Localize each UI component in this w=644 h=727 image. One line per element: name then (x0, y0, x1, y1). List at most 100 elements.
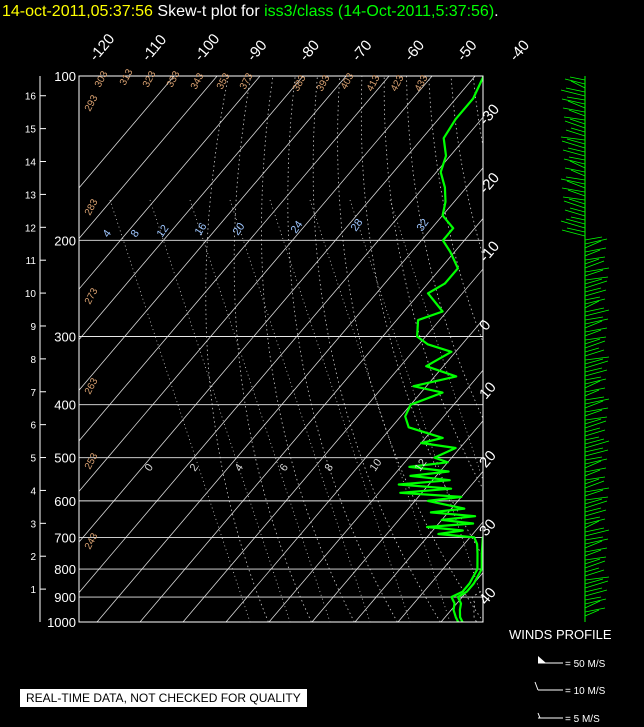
isotherm-line (570, 76, 644, 622)
mixing-ratio-label: 32 (415, 217, 432, 234)
chart-title: 14-oct-2011,05:37:56 Skew-t plot for iss… (2, 2, 499, 22)
pressure-tick-label: 1000 (47, 615, 76, 630)
wind-barb (584, 569, 605, 577)
lower-label: 6 (278, 462, 291, 474)
wind-barb (584, 478, 600, 485)
wind-barb (568, 198, 586, 205)
wind-barb (584, 598, 607, 605)
dry-adiabat-line (629, 76, 644, 622)
isotherm-line (79, 76, 390, 442)
wind-barb (584, 327, 608, 333)
wind-barb (584, 498, 603, 505)
wind-barb (566, 96, 586, 101)
wind-barb (584, 367, 603, 373)
wind-barb (584, 527, 605, 533)
pressure-tick-label: 300 (54, 330, 76, 345)
dry-adiabat-label: 343 (189, 71, 207, 91)
wind-barb (584, 578, 604, 585)
wind-barb (570, 80, 586, 89)
isotherm-top-label: -70 (349, 37, 376, 65)
wind-barb (584, 427, 601, 433)
isotherm-line (96, 167, 483, 622)
wind-barb (584, 587, 603, 593)
wind-barb (566, 180, 586, 189)
legend-full-barb (534, 681, 539, 691)
lower-label: 8 (323, 462, 336, 474)
wind-barb (584, 298, 606, 305)
dry-adiabat-line (607, 76, 644, 622)
wind-barb (584, 258, 600, 265)
wind-barb (584, 538, 609, 545)
wind-barb (584, 429, 606, 437)
wind-barb (584, 360, 609, 369)
wind-barb (584, 540, 603, 549)
wind-barb (565, 129, 586, 137)
title-prefix: Skew-t plot for (157, 3, 260, 20)
isotherm-right-label: -20 (476, 170, 503, 198)
wind-barb (564, 120, 586, 129)
wind-barb (560, 220, 586, 229)
isotherm-line (225, 319, 483, 622)
wind-barb (569, 160, 586, 169)
dry-adiabat-line (585, 76, 644, 622)
wind-barb (584, 296, 601, 301)
dry-adiabat-line (472, 76, 483, 149)
wind-barb (567, 100, 586, 109)
wind-barb (562, 196, 586, 201)
dry-adiabat-label: 403 (339, 71, 357, 91)
wind-barb (584, 338, 601, 345)
dry-adiabat-label: 293 (83, 93, 101, 113)
wind-barb (584, 496, 609, 501)
wind-barb (584, 409, 603, 417)
mixing-ratio-line (229, 199, 371, 622)
height-tick-label: 9 (30, 322, 36, 333)
wind-barb (584, 267, 610, 273)
wind-barb (584, 398, 610, 405)
dry-adiabat-line (496, 76, 644, 622)
height-tick-label: 11 (26, 256, 37, 267)
wind-barb (584, 376, 602, 381)
wind-barb (584, 558, 601, 565)
wind-barb (584, 280, 608, 289)
wind-barb (584, 289, 607, 297)
wind-barb (584, 318, 609, 325)
mixing-ratio-line (349, 199, 483, 603)
dry-adiabat-line (518, 76, 644, 622)
lower-label: 0 (143, 462, 156, 474)
isotherm-line (79, 76, 304, 341)
wind-barb (566, 227, 586, 233)
pressure-tick-label: 200 (54, 233, 76, 248)
wind-barb (584, 600, 601, 609)
wind-barb (563, 200, 586, 209)
height-tick-label: 6 (30, 421, 36, 432)
dry-adiabat-line (428, 76, 483, 344)
wind-barb (569, 118, 586, 125)
pressure-tick-label: 800 (54, 562, 76, 577)
dry-adiabat-label: 273 (83, 286, 101, 306)
wind-barb (584, 529, 610, 537)
wind-barb (584, 436, 600, 441)
wind-barb (584, 580, 609, 589)
wind-barb (584, 460, 602, 469)
wind-barb (584, 347, 600, 353)
isotherm-top-label: -50 (454, 37, 481, 65)
winds-profile-title: WINDS PROFILE (509, 627, 612, 642)
wind-barb (568, 109, 586, 117)
wind-barb (584, 389, 600, 397)
isotherm-line (79, 76, 476, 543)
legend-pennant (538, 656, 546, 663)
wind-barb (584, 589, 608, 597)
height-tick-label: 7 (30, 388, 36, 399)
wind-barb (584, 416, 608, 421)
isotherm-line (79, 116, 483, 594)
wind-barb (584, 236, 603, 241)
isotherm-line (79, 76, 175, 189)
dry-adiabat-line (383, 76, 483, 490)
wind-barb (584, 516, 601, 521)
isotherm-top-label: -60 (401, 37, 428, 65)
height-tick-label: 16 (25, 92, 37, 103)
wind-barb (584, 576, 610, 581)
wind-barb (564, 78, 586, 85)
dry-adiabat-line (287, 76, 398, 622)
